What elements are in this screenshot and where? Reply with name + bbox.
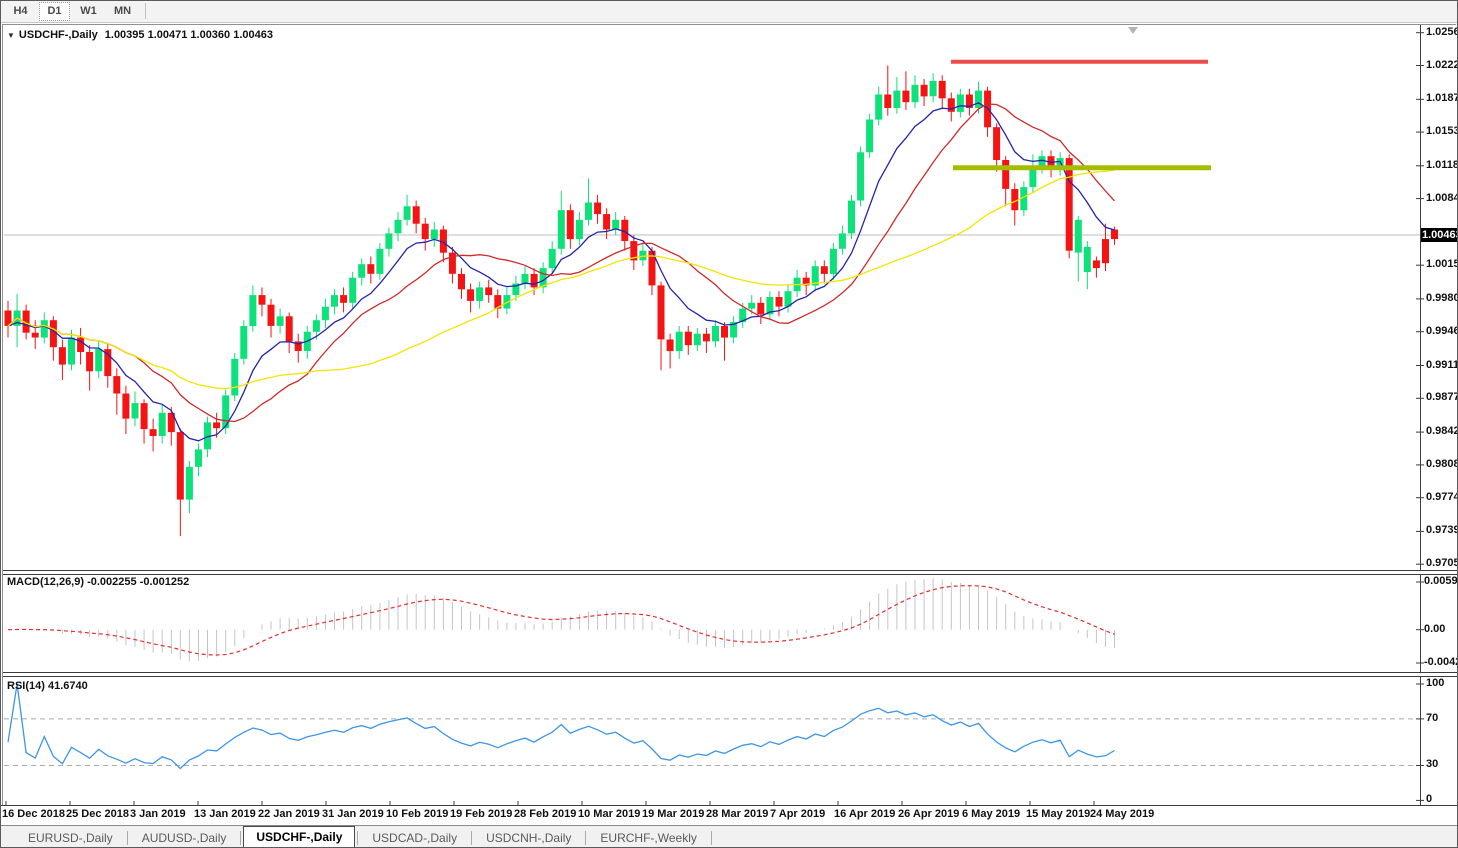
chart-ohlc-values: 1.00395 1.00471 1.00360 1.00463 bbox=[104, 29, 273, 41]
toolbar-separator bbox=[145, 3, 146, 19]
candlestick-series[interactable] bbox=[4, 65, 1119, 537]
rsi-indicator-label: RSI(14) 41.6740 bbox=[7, 680, 88, 692]
macd-panel-separator[interactable] bbox=[3, 570, 1457, 575]
timeframe-button-w1[interactable]: W1 bbox=[80, 4, 97, 17]
tab-separator bbox=[585, 831, 587, 845]
chart-tab-eurchf-weekly[interactable]: EURCHF-,Weekly bbox=[600, 831, 697, 845]
tab-separator bbox=[710, 831, 712, 845]
chart-tab-eurusd-daily[interactable]: EURUSD-,Daily bbox=[28, 831, 113, 845]
rsi-panel-separator[interactable] bbox=[3, 672, 1457, 677]
chart-tab-audusd-daily[interactable]: AUDUSD-,Daily bbox=[141, 831, 227, 845]
tab-separator bbox=[240, 831, 242, 845]
macd-name: MACD(12,26,9) bbox=[7, 576, 85, 588]
timeframe-button-mn[interactable]: MN bbox=[113, 4, 132, 17]
macd-values: -0.002255 -0.001252 bbox=[87, 576, 190, 588]
collapse-triangle-icon[interactable]: ▼ bbox=[7, 31, 15, 40]
chart-tab-usdcad-daily[interactable]: USDCAD-,Daily bbox=[372, 831, 458, 845]
tab-separator bbox=[126, 831, 128, 845]
chart-tab-usdcnh-daily[interactable]: USDCNH-,Daily bbox=[486, 831, 572, 845]
rsi-name: RSI(14) bbox=[7, 680, 45, 692]
macd-signal-line bbox=[7, 585, 1115, 656]
timeframe-toolbar: H4 D1 W1 MN bbox=[0, 0, 1458, 23]
ma-fast-blue[interactable] bbox=[7, 102, 1115, 442]
chart-title: ▼ USDCHF-,Daily 1.00395 1.00471 1.00360 1.… bbox=[7, 29, 273, 41]
ma-mid-red[interactable] bbox=[7, 103, 1115, 423]
macd-indicator-label: MACD(12,26,9) -0.002255 -0.001252 bbox=[7, 576, 189, 588]
ma-slow-yellow[interactable] bbox=[7, 169, 1115, 390]
rsi-line bbox=[7, 683, 1115, 770]
tab-separator bbox=[471, 831, 473, 845]
chart-shift-marker[interactable] bbox=[1128, 27, 1138, 34]
tab-separator bbox=[357, 831, 359, 845]
current-price-badge: 1.00463 bbox=[1421, 227, 1458, 242]
timeframe-buttons: H4 D1 W1 MN bbox=[0, 0, 138, 22]
timeframe-button-d1[interactable]: D1 bbox=[39, 1, 70, 21]
chart-tab-usdchf-daily[interactable]: USDCHF-,Daily bbox=[243, 826, 356, 848]
timeframe-button-h4[interactable]: H4 bbox=[13, 4, 28, 17]
date-axis-separator bbox=[0, 805, 1458, 806]
rsi-value: 41.6740 bbox=[47, 680, 88, 692]
chart-tabs-bar: EURUSD-,Daily AUDUSD-,Daily USDCHF-,Daily U… bbox=[0, 825, 1458, 848]
chart-symbol-label: USDCHF-,Daily bbox=[18, 29, 98, 41]
macd-histogram bbox=[16, 578, 1115, 662]
